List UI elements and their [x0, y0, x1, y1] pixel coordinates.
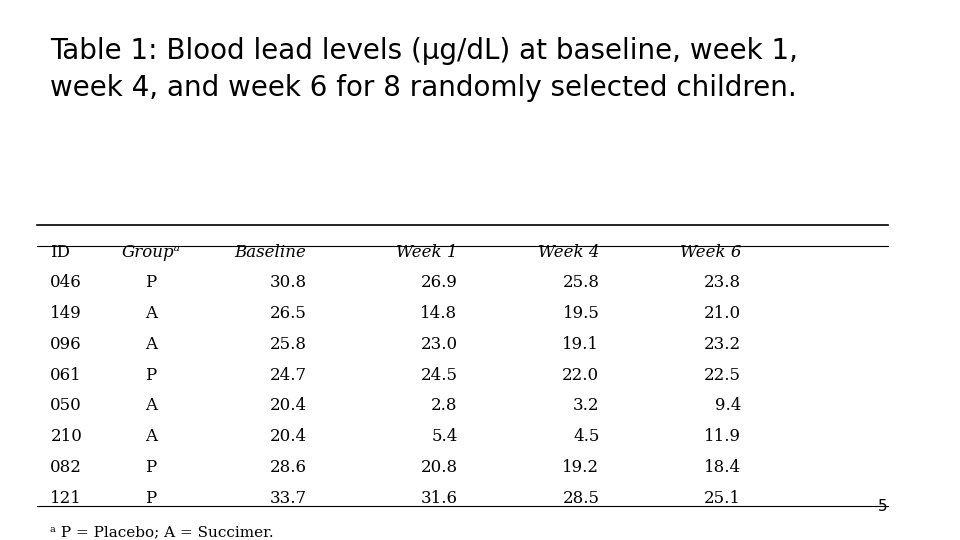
- Text: 20.4: 20.4: [270, 428, 306, 445]
- Text: P: P: [145, 459, 156, 476]
- Text: 046: 046: [50, 274, 82, 292]
- Text: 082: 082: [50, 459, 83, 476]
- Text: 149: 149: [50, 305, 82, 322]
- Text: A: A: [145, 305, 157, 322]
- Text: 25.1: 25.1: [705, 490, 741, 507]
- Text: 19.1: 19.1: [563, 336, 599, 353]
- Text: ID: ID: [50, 244, 70, 261]
- Text: 28.6: 28.6: [270, 459, 306, 476]
- Text: 19.5: 19.5: [563, 305, 599, 322]
- Text: 20.8: 20.8: [420, 459, 458, 476]
- Text: 14.8: 14.8: [420, 305, 458, 322]
- Text: 4.5: 4.5: [573, 428, 599, 445]
- Text: 061: 061: [50, 367, 82, 383]
- Text: Groupᵃ: Groupᵃ: [122, 244, 180, 261]
- Text: A: A: [145, 336, 157, 353]
- Text: 23.8: 23.8: [704, 274, 741, 292]
- Text: 18.4: 18.4: [704, 459, 741, 476]
- Text: 22.0: 22.0: [563, 367, 599, 383]
- Text: 22.5: 22.5: [705, 367, 741, 383]
- Text: 31.6: 31.6: [420, 490, 458, 507]
- Text: 210: 210: [50, 428, 83, 445]
- Text: ᵃ P = Placebo; A = Succimer.: ᵃ P = Placebo; A = Succimer.: [50, 525, 274, 539]
- Text: 21.0: 21.0: [704, 305, 741, 322]
- Text: 25.8: 25.8: [563, 274, 599, 292]
- Text: Week 4: Week 4: [538, 244, 599, 261]
- Text: 19.2: 19.2: [563, 459, 599, 476]
- Text: 28.5: 28.5: [563, 490, 599, 507]
- Text: 24.5: 24.5: [420, 367, 458, 383]
- Text: 5.4: 5.4: [431, 428, 458, 445]
- Text: 23.2: 23.2: [704, 336, 741, 353]
- Text: A: A: [145, 397, 157, 414]
- Text: 24.7: 24.7: [270, 367, 306, 383]
- Text: P: P: [145, 367, 156, 383]
- Text: 25.8: 25.8: [270, 336, 306, 353]
- Text: Table 1: Blood lead levels (μg/dL) at baseline, week 1,
week 4, and week 6 for 8: Table 1: Blood lead levels (μg/dL) at ba…: [50, 37, 799, 102]
- Text: 2.8: 2.8: [431, 397, 458, 414]
- Text: 26.9: 26.9: [420, 274, 458, 292]
- Text: 30.8: 30.8: [270, 274, 306, 292]
- Text: A: A: [145, 428, 157, 445]
- Text: 5: 5: [878, 499, 888, 514]
- Text: 121: 121: [50, 490, 83, 507]
- Text: 20.4: 20.4: [270, 397, 306, 414]
- Text: 9.4: 9.4: [715, 397, 741, 414]
- Text: Week 6: Week 6: [680, 244, 741, 261]
- Text: 26.5: 26.5: [270, 305, 306, 322]
- Text: Week 1: Week 1: [396, 244, 458, 261]
- Text: 050: 050: [50, 397, 82, 414]
- Text: 3.2: 3.2: [573, 397, 599, 414]
- Text: 096: 096: [50, 336, 82, 353]
- Text: P: P: [145, 490, 156, 507]
- Text: 11.9: 11.9: [705, 428, 741, 445]
- Text: P: P: [145, 274, 156, 292]
- Text: Baseline: Baseline: [234, 244, 306, 261]
- Text: 23.0: 23.0: [420, 336, 458, 353]
- Text: 33.7: 33.7: [270, 490, 306, 507]
